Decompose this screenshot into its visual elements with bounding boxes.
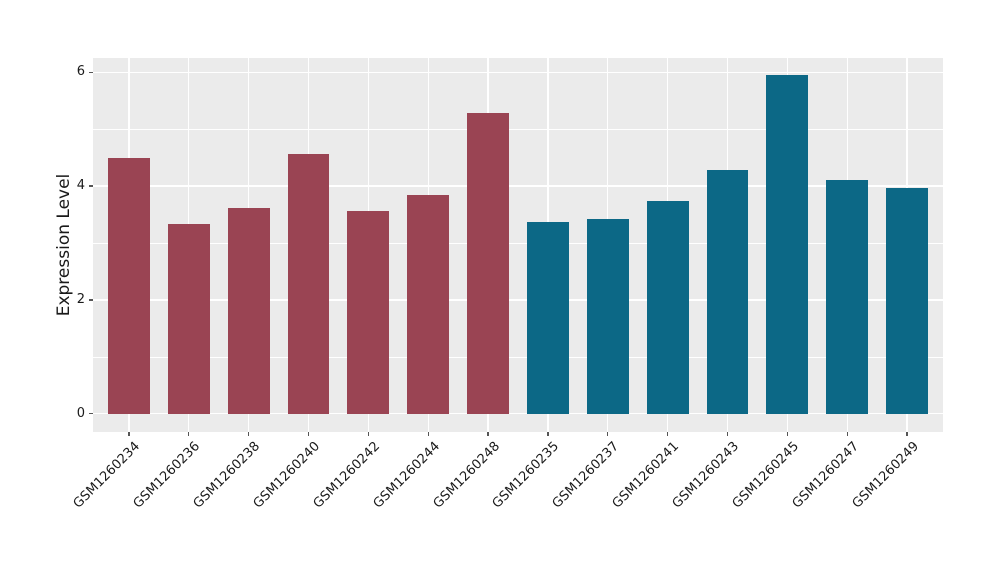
bar-gsm1260236 (167, 224, 210, 414)
y-tick-label: 2 (76, 291, 85, 307)
x-tick-mark (427, 432, 429, 436)
plot-panel (93, 58, 943, 432)
bar-gsm1260244 (407, 194, 450, 414)
y-tick-label: 4 (76, 178, 85, 194)
x-tick-mark (487, 432, 489, 436)
gridline-y-minor (93, 128, 943, 130)
x-tick-mark (726, 432, 729, 436)
gridline-y-minor (93, 242, 943, 244)
x-tick-mark (188, 432, 190, 436)
y-tick-label: 0 (76, 405, 85, 421)
gridline-y-major (93, 299, 943, 301)
x-tick-mark (307, 432, 310, 436)
bar-gsm1260235 (526, 221, 569, 414)
bar-gsm1260238 (227, 207, 270, 414)
bar-gsm1260234 (107, 157, 150, 414)
x-tick-mark (248, 432, 250, 436)
bar-gsm1260240 (287, 153, 330, 414)
x-tick-mark (367, 432, 369, 436)
y-tick-label: 6 (76, 64, 85, 80)
gridline-y-minor (93, 356, 943, 358)
bar-gsm1260245 (766, 75, 809, 414)
x-tick-mark (786, 432, 788, 436)
y-tick-mark (89, 299, 93, 301)
gridline-y-major (93, 413, 943, 415)
bar-gsm1260248 (467, 113, 509, 414)
bar-gsm1260241 (646, 201, 689, 414)
y-tick-mark (89, 185, 93, 187)
x-tick-mark (846, 432, 848, 436)
bar-gsm1260243 (706, 170, 749, 414)
x-tick-mark (906, 432, 908, 436)
x-tick-mark (607, 432, 609, 436)
bar-gsm1260249 (886, 188, 929, 414)
gridline-y-major (93, 71, 943, 73)
gridline-y-major (93, 185, 943, 187)
bar-gsm1260242 (347, 211, 390, 414)
bar-gsm1260247 (826, 180, 869, 414)
x-tick-mark (667, 432, 669, 436)
y-tick-mark (89, 71, 93, 73)
x-tick-mark (128, 432, 130, 436)
bar-gsm1260237 (586, 219, 629, 414)
y-tick-mark (89, 413, 93, 415)
x-tick-mark (547, 432, 549, 436)
